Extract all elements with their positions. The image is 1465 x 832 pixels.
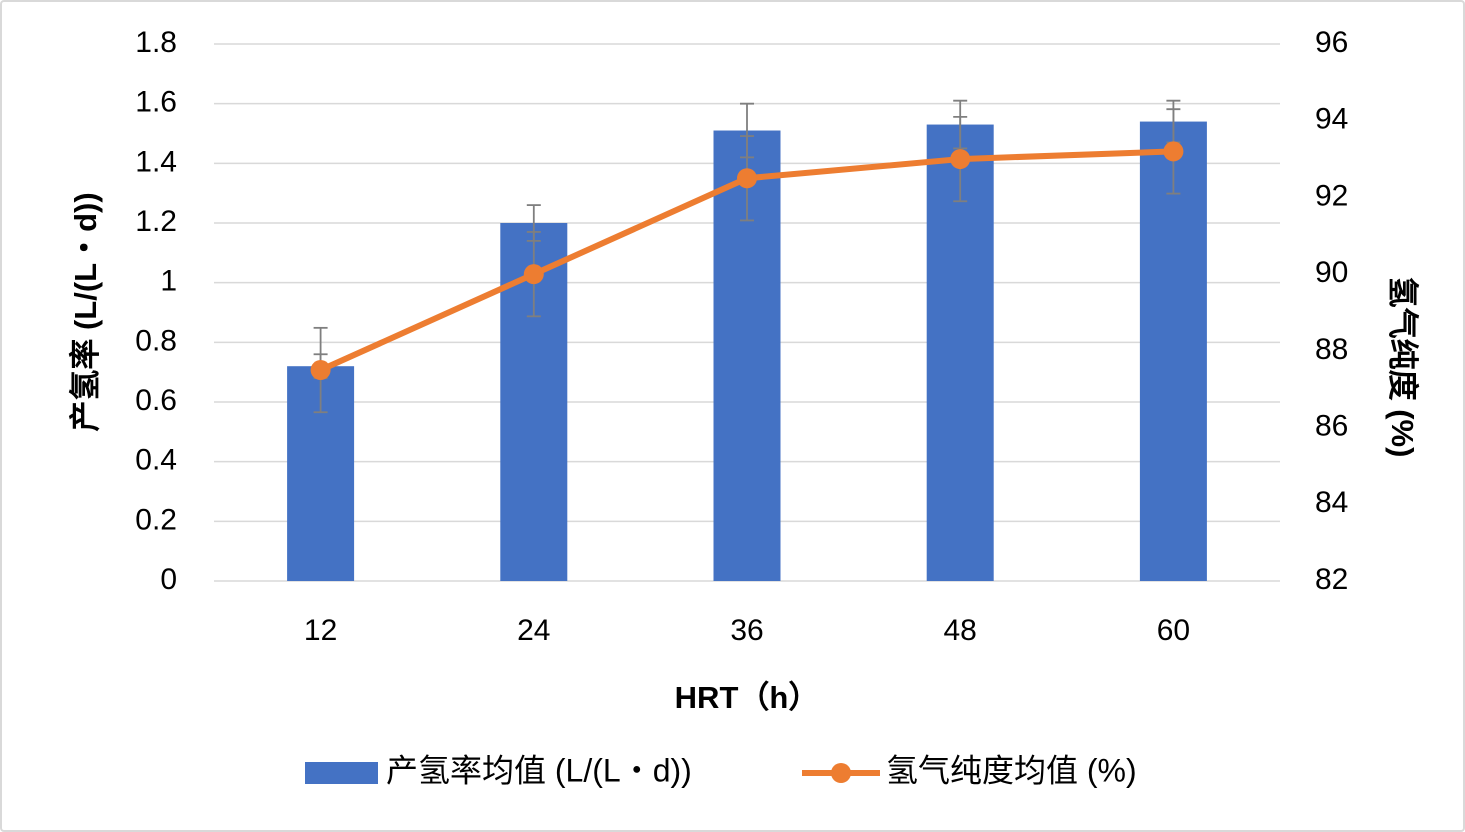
legend-label-line: 氢气纯度均值 (%) [886, 752, 1137, 788]
right-tick-label: 94 [1315, 103, 1348, 136]
category-label: 12 [304, 614, 337, 647]
left-axis-ticks: 0 0.2 0.4 0.6 0.8 1 1.2 1.4 1.6 1.8 [135, 26, 177, 596]
legend: 产氢率均值 (L/(L・d)) 氢气纯度均值 (%) [305, 752, 1137, 788]
left-tick-label: 1 [160, 265, 177, 298]
left-tick-label: 1.2 [135, 205, 177, 238]
right-tick-label: 92 [1315, 179, 1348, 212]
category-label: 36 [730, 614, 763, 647]
left-tick-label: 0.4 [135, 444, 177, 477]
left-tick-label: 0.8 [135, 324, 177, 357]
left-axis-title: 产氢率 (L/(L・d)) [68, 192, 103, 431]
legend-swatch-bar [305, 762, 378, 784]
left-tick-label: 0.2 [135, 503, 177, 536]
x-axis-title: HRT（h） [675, 680, 820, 715]
line-point [950, 149, 971, 170]
category-label: 48 [944, 614, 977, 647]
right-tick-label: 96 [1315, 26, 1348, 59]
right-axis-title: 氢气纯度 (%) [1385, 277, 1420, 458]
legend-swatch-marker [831, 763, 851, 783]
legend-item-line: 氢气纯度均值 (%) [802, 752, 1137, 788]
legend-item-bar: 产氢率均值 (L/(L・d)) [305, 752, 692, 788]
left-tick-label: 0 [160, 563, 177, 596]
category-label: 60 [1157, 614, 1190, 647]
line-point [737, 168, 757, 189]
bar [1139, 121, 1207, 582]
right-tick-label: 82 [1315, 563, 1348, 596]
left-tick-label: 1.6 [135, 86, 177, 119]
left-tick-label: 0.6 [135, 384, 177, 417]
line-point [310, 360, 331, 381]
right-tick-label: 88 [1315, 333, 1348, 366]
right-tick-label: 84 [1315, 486, 1348, 519]
right-tick-label: 90 [1315, 256, 1348, 289]
line-point [523, 264, 544, 285]
left-tick-label: 1.4 [135, 145, 177, 178]
right-axis-ticks: 82 84 86 88 90 92 94 96 [1315, 26, 1348, 596]
right-tick-label: 86 [1315, 409, 1348, 442]
line-point [1163, 141, 1184, 162]
left-tick-label: 1.8 [135, 26, 177, 59]
category-label: 24 [517, 614, 550, 647]
line-markers [310, 141, 1184, 381]
legend-label-bar: 产氢率均值 (L/(L・d)) [386, 752, 692, 788]
x-axis-ticks: 12 24 36 48 60 [304, 614, 1190, 647]
